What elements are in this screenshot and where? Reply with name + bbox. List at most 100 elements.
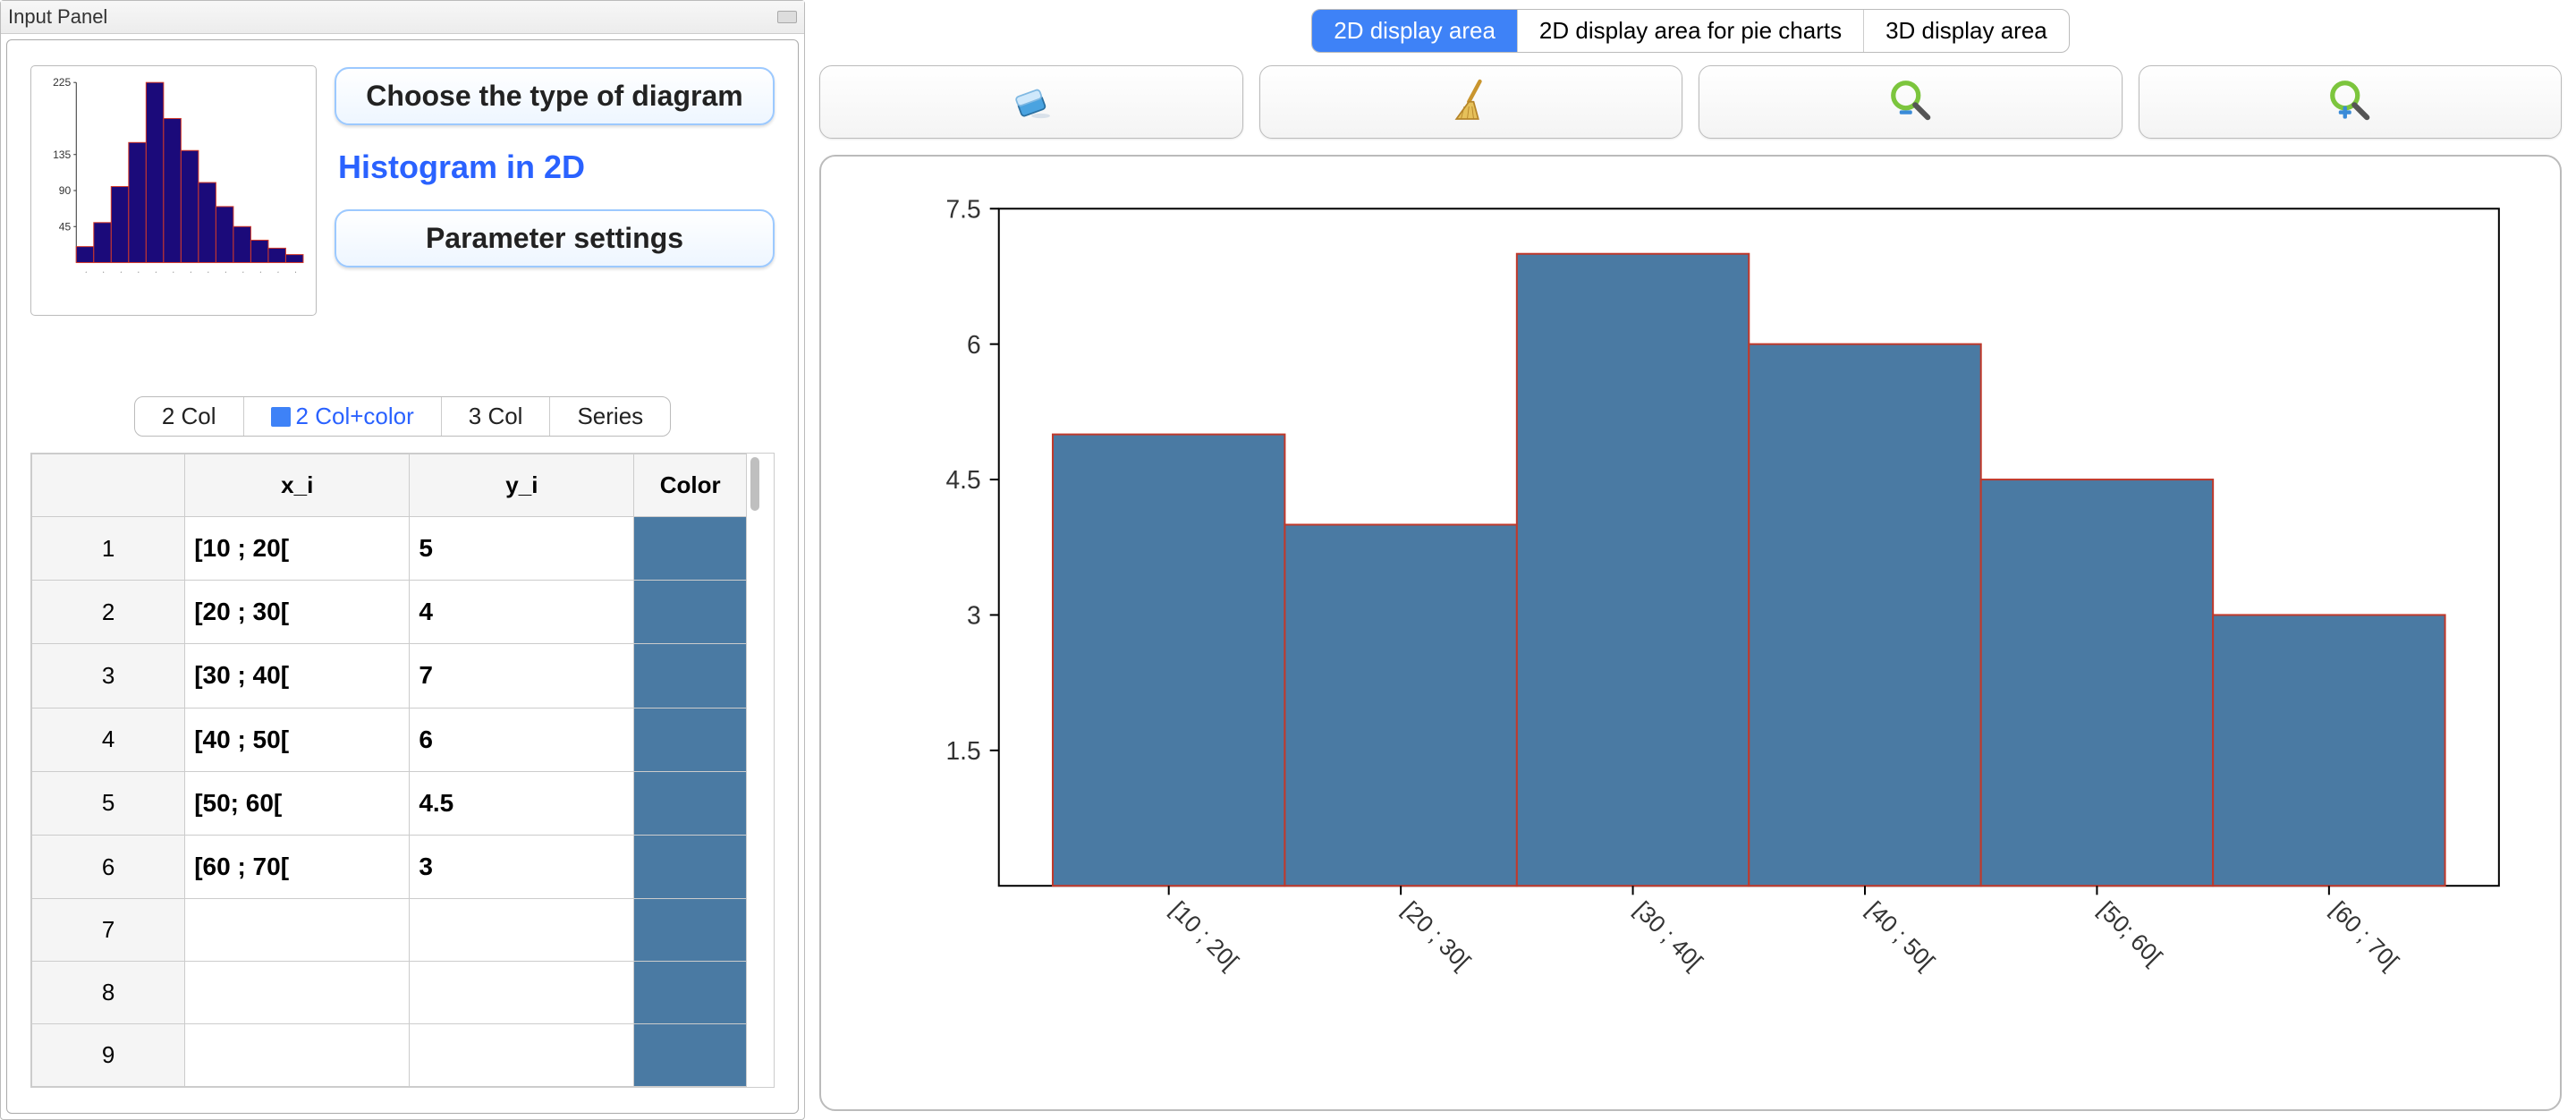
input-panel-body: 4590135225............. Choose the type … [6, 39, 799, 1114]
svg-text:.: . [171, 267, 179, 275]
cell-color[interactable] [634, 581, 747, 644]
input-panel-titlebar[interactable]: Input Panel [1, 1, 804, 34]
cell-x[interactable] [185, 899, 410, 962]
svg-text:1.5: 1.5 [946, 736, 981, 765]
cell-x[interactable]: [60 ; 70[ [185, 836, 410, 899]
table-header-c[interactable]: Color [634, 454, 747, 517]
table-row[interactable]: 2[20 ; 30[4 [32, 581, 747, 644]
display-tab[interactable]: 2D display area for pie charts [1518, 10, 1864, 52]
cell-color[interactable] [634, 899, 747, 962]
histogram-bar [1749, 344, 1980, 887]
zoom-in-icon [2325, 75, 2375, 130]
column-mode-tab[interactable]: Series [550, 397, 670, 436]
table-row[interactable]: 9 [32, 1024, 747, 1087]
svg-text:.: . [136, 267, 144, 275]
broom-icon [1445, 75, 1496, 130]
cell-y[interactable] [410, 1024, 634, 1087]
cell-y[interactable]: 4.5 [410, 771, 634, 835]
svg-text:45: 45 [59, 220, 72, 233]
svg-text:90: 90 [59, 184, 72, 197]
data-table-wrap: x_iy_iColor1[10 ; 20[52[20 ; 30[43[30 ; … [30, 453, 775, 1088]
svg-text:.: . [189, 267, 197, 275]
display-tab[interactable]: 2D display area [1312, 10, 1518, 52]
cell-y[interactable]: 3 [410, 836, 634, 899]
cell-y[interactable]: 7 [410, 644, 634, 708]
table-header-row[interactable] [32, 454, 185, 517]
cell-y[interactable] [410, 899, 634, 962]
svg-text:.: . [154, 267, 162, 275]
cell-color[interactable] [634, 516, 747, 580]
cell-x[interactable] [185, 1024, 410, 1087]
column-mode-label: 3 Col [469, 403, 523, 430]
cell-y[interactable]: 6 [410, 708, 634, 771]
cell-y[interactable]: 5 [410, 516, 634, 580]
diagram-thumbnail: 4590135225............. [30, 65, 317, 316]
display-panel: 2D display area2D display area for pie c… [805, 0, 2576, 1120]
parameter-settings-button[interactable]: Parameter settings [335, 209, 775, 267]
column-mode-tab[interactable]: 2 Col+color [244, 397, 442, 436]
row-number: 3 [32, 644, 185, 708]
svg-text:3: 3 [967, 600, 981, 629]
svg-text:.: . [241, 267, 249, 275]
table-row[interactable]: 6[60 ; 70[3 [32, 836, 747, 899]
data-table[interactable]: x_iy_iColor1[10 ; 20[52[20 ; 30[43[30 ; … [31, 454, 747, 1087]
cell-color[interactable] [634, 836, 747, 899]
chart-toolbar [819, 65, 2562, 139]
display-tab[interactable]: 3D display area [1864, 10, 2069, 52]
cell-x[interactable]: [50; 60[ [185, 771, 410, 835]
zoom-out-icon [1885, 75, 1936, 130]
cell-x[interactable]: [30 ; 40[ [185, 644, 410, 708]
cell-y[interactable]: 4 [410, 581, 634, 644]
table-row[interactable]: 8 [32, 962, 747, 1024]
cell-color[interactable] [634, 708, 747, 771]
histogram-bar [1981, 479, 2213, 886]
row-number: 5 [32, 771, 185, 835]
svg-text:225: 225 [53, 76, 71, 89]
input-panel-title: Input Panel [8, 5, 107, 29]
svg-text:.: . [206, 267, 214, 275]
svg-text:[10 ; 20[: [10 ; 20[ [1165, 895, 1243, 975]
svg-text:4.5: 4.5 [946, 465, 981, 494]
table-scrollbar[interactable] [747, 454, 763, 1087]
svg-text:[50; 60[: [50; 60[ [2093, 895, 2167, 971]
table-row[interactable]: 4[40 ; 50[6 [32, 708, 747, 771]
row-number: 8 [32, 962, 185, 1024]
zoom-out-button[interactable] [1699, 65, 2123, 139]
zoom-in-button[interactable] [2139, 65, 2563, 139]
table-header-x[interactable]: x_i [185, 454, 410, 517]
column-mode-tab[interactable]: 2 Col [135, 397, 244, 436]
svg-text:.: . [258, 267, 267, 275]
cell-x[interactable] [185, 962, 410, 1024]
table-row[interactable]: 3[30 ; 40[7 [32, 644, 747, 708]
histogram-bar [1284, 525, 1516, 887]
table-header-y[interactable]: y_i [410, 454, 634, 517]
cell-color[interactable] [634, 1024, 747, 1087]
eraser-button[interactable] [819, 65, 1243, 139]
row-number: 6 [32, 836, 185, 899]
choose-diagram-button[interactable]: Choose the type of diagram [335, 67, 775, 125]
histogram-bar [2213, 615, 2445, 886]
active-tab-swatch-icon [271, 407, 291, 427]
cell-x[interactable]: [10 ; 20[ [185, 516, 410, 580]
cell-x[interactable]: [20 ; 30[ [185, 581, 410, 644]
diagram-type-label: Histogram in 2D [335, 148, 775, 186]
column-mode-tabs: 2 Col2 Col+color 3 Col Series [134, 396, 671, 437]
cell-color[interactable] [634, 771, 747, 835]
cell-color[interactable] [634, 644, 747, 708]
column-mode-label: Series [577, 403, 643, 430]
svg-text:6: 6 [967, 330, 981, 359]
broom-button[interactable] [1259, 65, 1683, 139]
cell-x[interactable]: [40 ; 50[ [185, 708, 410, 771]
cell-color[interactable] [634, 962, 747, 1024]
row-number: 1 [32, 516, 185, 580]
minimize-icon[interactable] [777, 11, 797, 23]
eraser-icon [1006, 75, 1056, 130]
row-number: 2 [32, 581, 185, 644]
table-row[interactable]: 1[10 ; 20[5 [32, 516, 747, 580]
table-row[interactable]: 7 [32, 899, 747, 962]
svg-text:.: . [119, 267, 127, 275]
table-row[interactable]: 5[50; 60[4.5 [32, 771, 747, 835]
input-panel: Input Panel 4590135225............. Choo… [0, 0, 805, 1120]
cell-y[interactable] [410, 962, 634, 1024]
column-mode-tab[interactable]: 3 Col [442, 397, 551, 436]
